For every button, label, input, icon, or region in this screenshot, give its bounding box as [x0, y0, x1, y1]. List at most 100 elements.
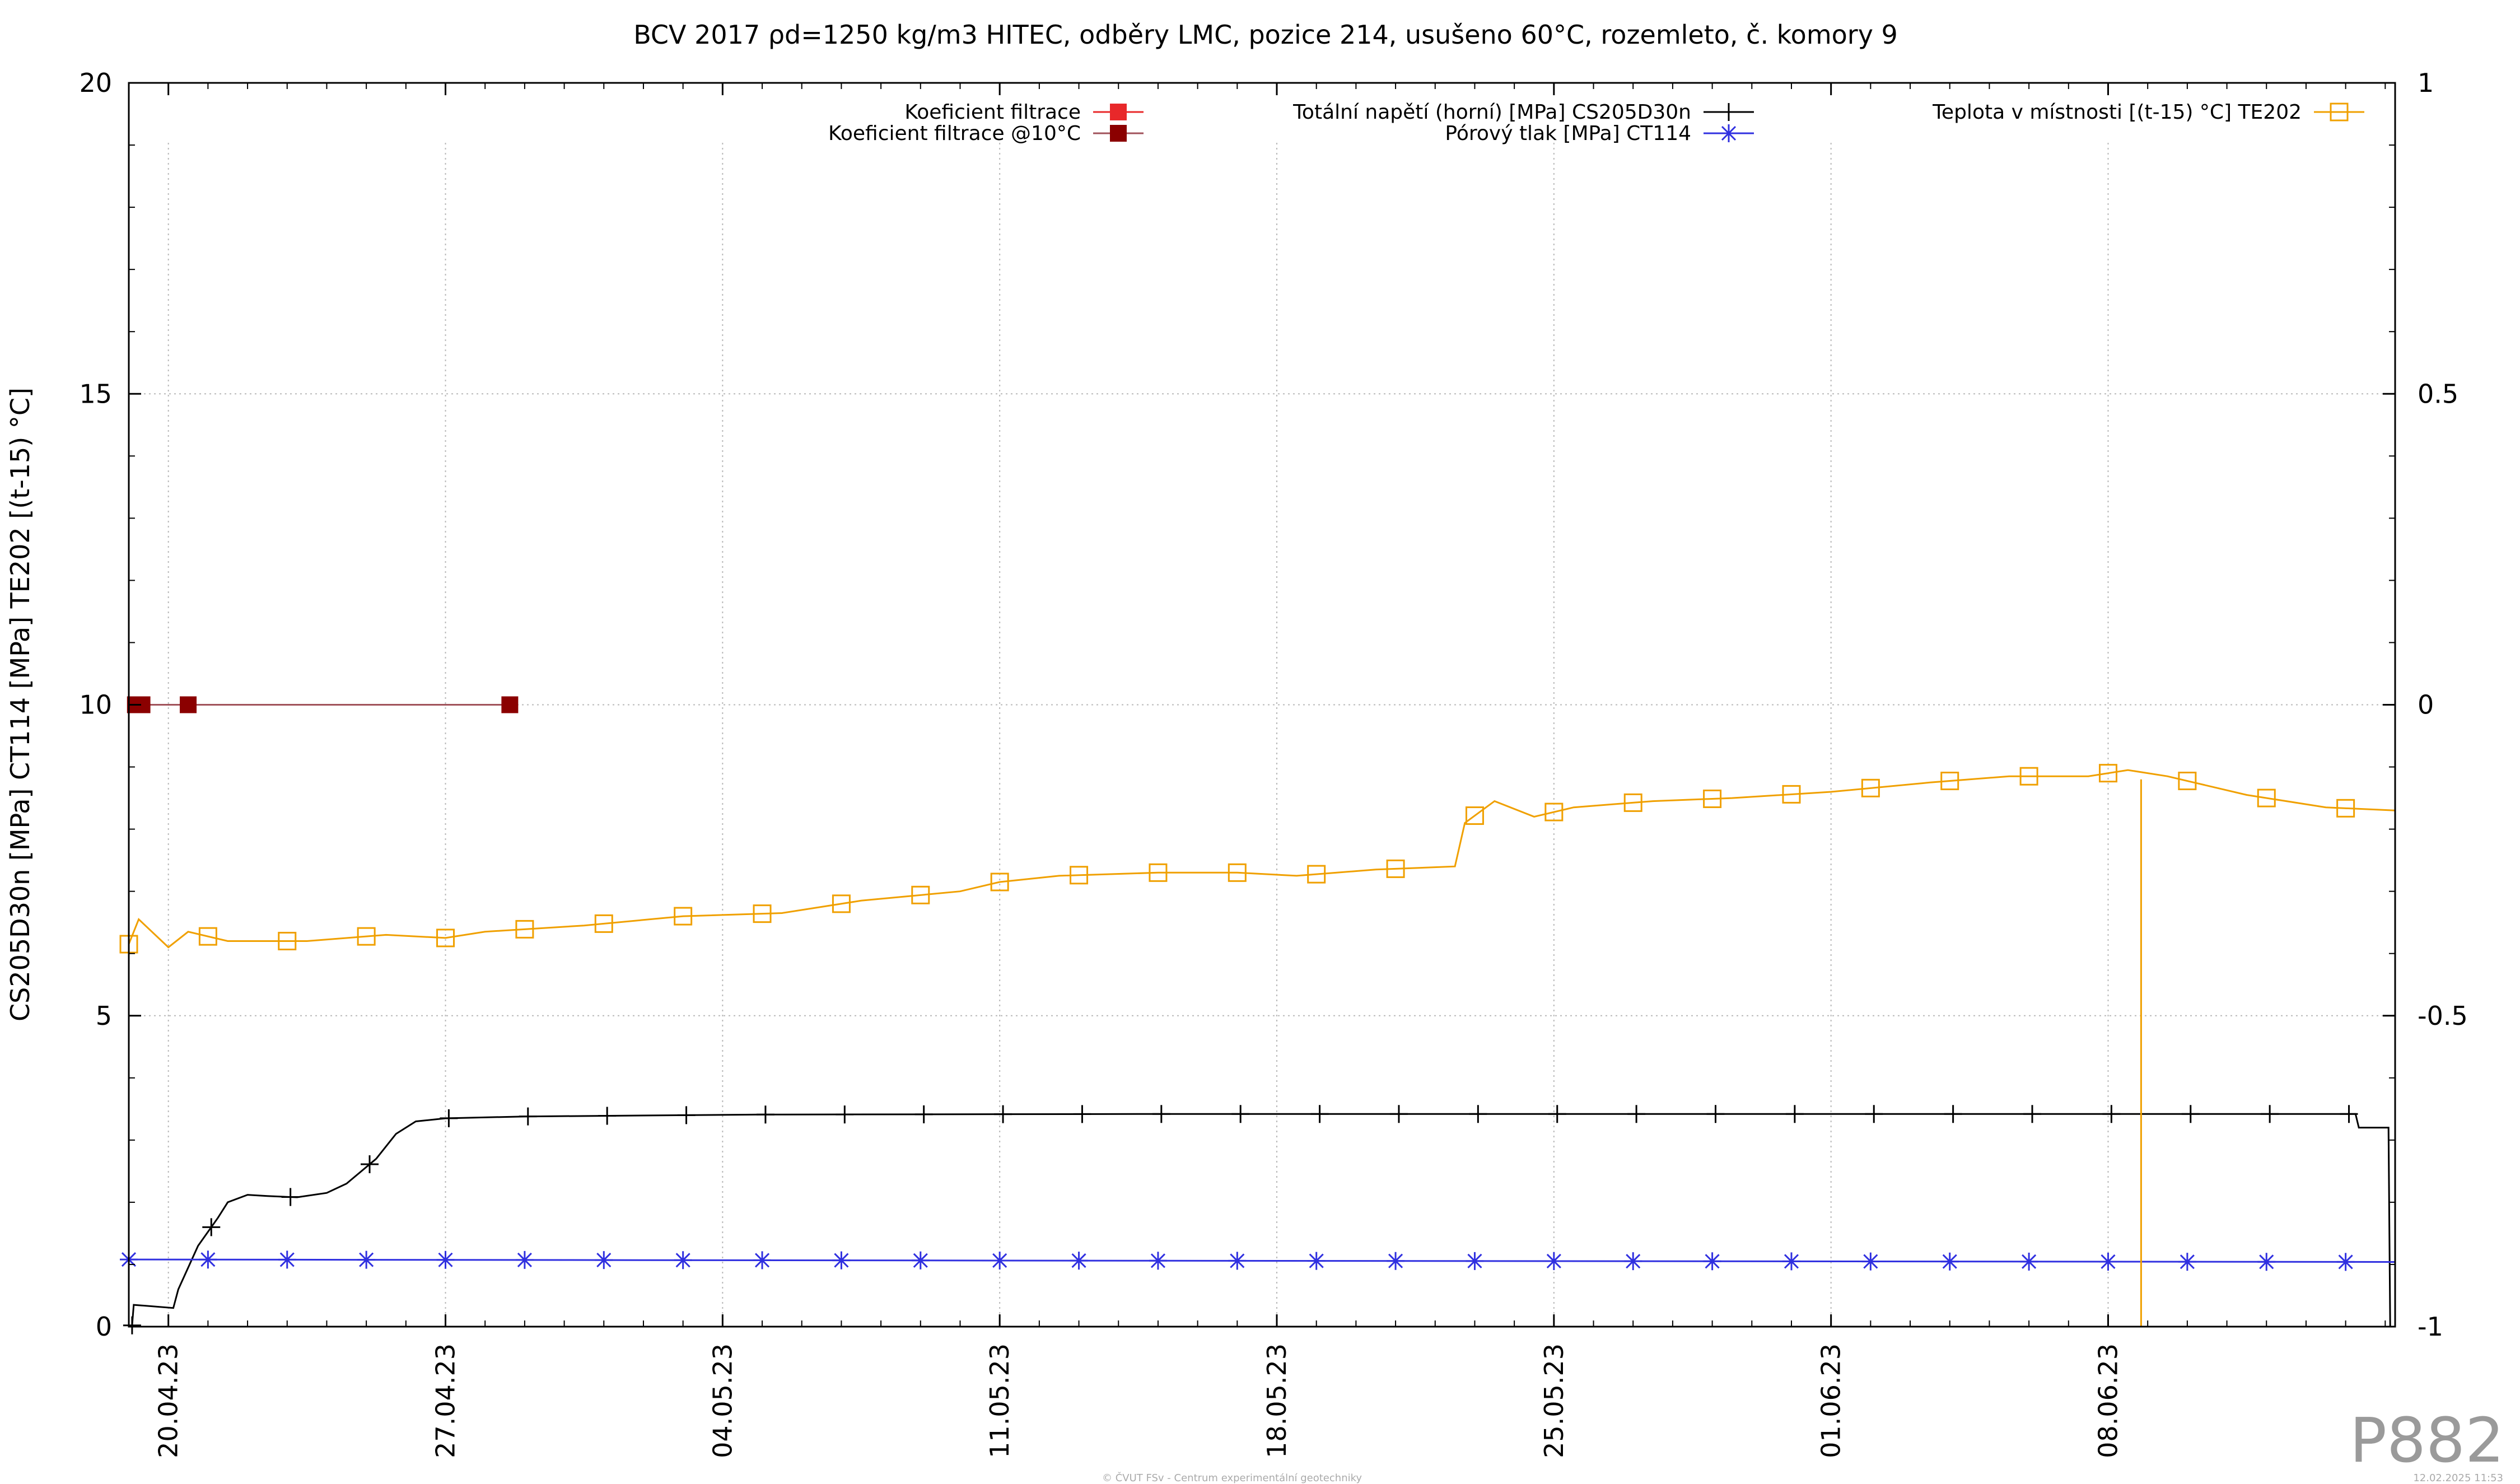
series-point-4: [515, 920, 534, 939]
series-point-3: [991, 1251, 1009, 1270]
series-point-2: [1073, 1105, 1091, 1123]
series-line-2: [131, 1113, 2391, 1327]
footer-timestamp: 12.02.2025 11:53: [2413, 1472, 2503, 1484]
series-point-4: [2336, 799, 2355, 818]
series-point-4: [1228, 863, 1247, 882]
series-point-2: [281, 1188, 300, 1206]
y-tick-label: 0: [96, 1312, 112, 1342]
legend-marker: [1720, 103, 1738, 121]
series-point-2: [1152, 1105, 1170, 1123]
series-point-2: [519, 1107, 537, 1126]
x-tick-label: 08.06.23: [2093, 1343, 2123, 1458]
series-point-3: [595, 1251, 613, 1270]
series-point-1: [501, 696, 519, 713]
series-point-2: [440, 1109, 458, 1127]
series-point-4: [357, 927, 376, 946]
series-point-2: [2102, 1105, 2121, 1123]
series-3: [120, 1250, 2396, 1271]
legend-label: Koeficient filtrace: [904, 101, 1081, 124]
x-tick-label: 11.05.23: [984, 1343, 1015, 1458]
series-point-2: [2181, 1105, 2200, 1123]
series-point-3: [357, 1250, 376, 1269]
series-point-3: [1307, 1252, 1326, 1270]
x-tick-label: 25.05.23: [1539, 1343, 1569, 1458]
series-point-2: [361, 1155, 379, 1174]
series-point-3: [1782, 1252, 1800, 1271]
series-point-3: [1070, 1252, 1088, 1270]
y-tick-label: 10: [79, 690, 112, 720]
series-point-3: [199, 1250, 217, 1269]
series-point-2: [994, 1105, 1012, 1123]
series-point-3: [436, 1250, 455, 1269]
series-point-4: [1623, 793, 1642, 812]
series-point-2: [202, 1218, 221, 1236]
series-point-2: [2261, 1105, 2279, 1123]
series-point-3: [1624, 1252, 1642, 1271]
legend-marker: [1720, 124, 1738, 142]
axes: 0 5 10 15 20 -1 -0.5 0 0.5 1 20.04.23 27.04.23 04.05…: [79, 68, 2467, 1458]
series-point-3: [1861, 1252, 1880, 1271]
series-point-2: [2023, 1105, 2042, 1123]
series-point-4: [594, 914, 613, 933]
series-point-2: [1231, 1105, 1250, 1123]
series-point-4: [2098, 764, 2117, 783]
series-point-4: [2257, 788, 2276, 808]
series-point-3: [1544, 1252, 1563, 1270]
series-point-4: [2019, 767, 2038, 786]
series-point-2: [1469, 1105, 1487, 1123]
series-point-2: [2340, 1105, 2358, 1123]
series-point-4: [1782, 785, 1801, 804]
series-point-3: [2020, 1252, 2038, 1271]
series-point-3: [515, 1250, 534, 1269]
series-point-2: [598, 1107, 617, 1125]
series-point-3: [2257, 1253, 2276, 1271]
series-point-4: [198, 927, 217, 946]
series-point-4: [990, 872, 1009, 892]
series-point-2: [1785, 1105, 1804, 1123]
series-line-3: [128, 1258, 2396, 1263]
series-point-3: [1149, 1252, 1167, 1270]
x-tick-label: 04.05.23: [707, 1343, 738, 1458]
series-point-4: [1070, 866, 1089, 885]
y2-tick-label: -0.5: [2418, 1001, 2468, 1031]
series-point-4: [1861, 778, 1880, 797]
series-point-4: [1940, 772, 1959, 791]
series-point-2: [123, 1316, 141, 1334]
series-point-3: [1387, 1252, 1405, 1270]
series-point-4: [2178, 772, 2197, 791]
series-point-3: [911, 1251, 930, 1270]
legend-label: Teplota v místnosti [(t-15) °C] TE202: [1932, 101, 2302, 124]
y-tick-label: 15: [79, 379, 112, 409]
x-tick-label: 01.06.23: [1816, 1343, 1846, 1458]
y2-tick-label: 0.5: [2418, 379, 2458, 409]
series-point-2: [1627, 1105, 1646, 1123]
series-point-4: [1307, 865, 1326, 884]
series-point-3: [1940, 1252, 1959, 1271]
series-point-3: [1228, 1252, 1247, 1270]
series-point-3: [2178, 1253, 2196, 1271]
series-point-3: [278, 1250, 296, 1269]
series-point-4: [1544, 802, 1564, 822]
series-point-2: [677, 1106, 696, 1124]
y-tick-label: 5: [96, 1001, 112, 1031]
series-point-4: [1703, 789, 1722, 808]
footer-credit: © ČVUT FSv - Centrum experimentální geot…: [1102, 1472, 1362, 1484]
series-point-3: [753, 1251, 772, 1270]
series-point-2: [1944, 1105, 1962, 1123]
series-point-4: [436, 928, 455, 948]
series-4: [119, 764, 2396, 954]
y2-tick-label: 1: [2418, 68, 2434, 98]
series-layer: [119, 696, 2396, 1334]
series-2: [123, 1105, 2391, 1334]
series-1: [127, 696, 519, 713]
series-point-2: [1865, 1105, 1883, 1123]
series-point-1: [180, 696, 197, 713]
y2-tick-label: -1: [2418, 1312, 2443, 1342]
legend-label: Koeficient filtrace @10°C: [828, 122, 1081, 145]
series-point-3: [832, 1251, 851, 1270]
legend-marker: [2330, 102, 2349, 122]
series-point-2: [1389, 1105, 1408, 1123]
series-point-4: [753, 904, 772, 923]
